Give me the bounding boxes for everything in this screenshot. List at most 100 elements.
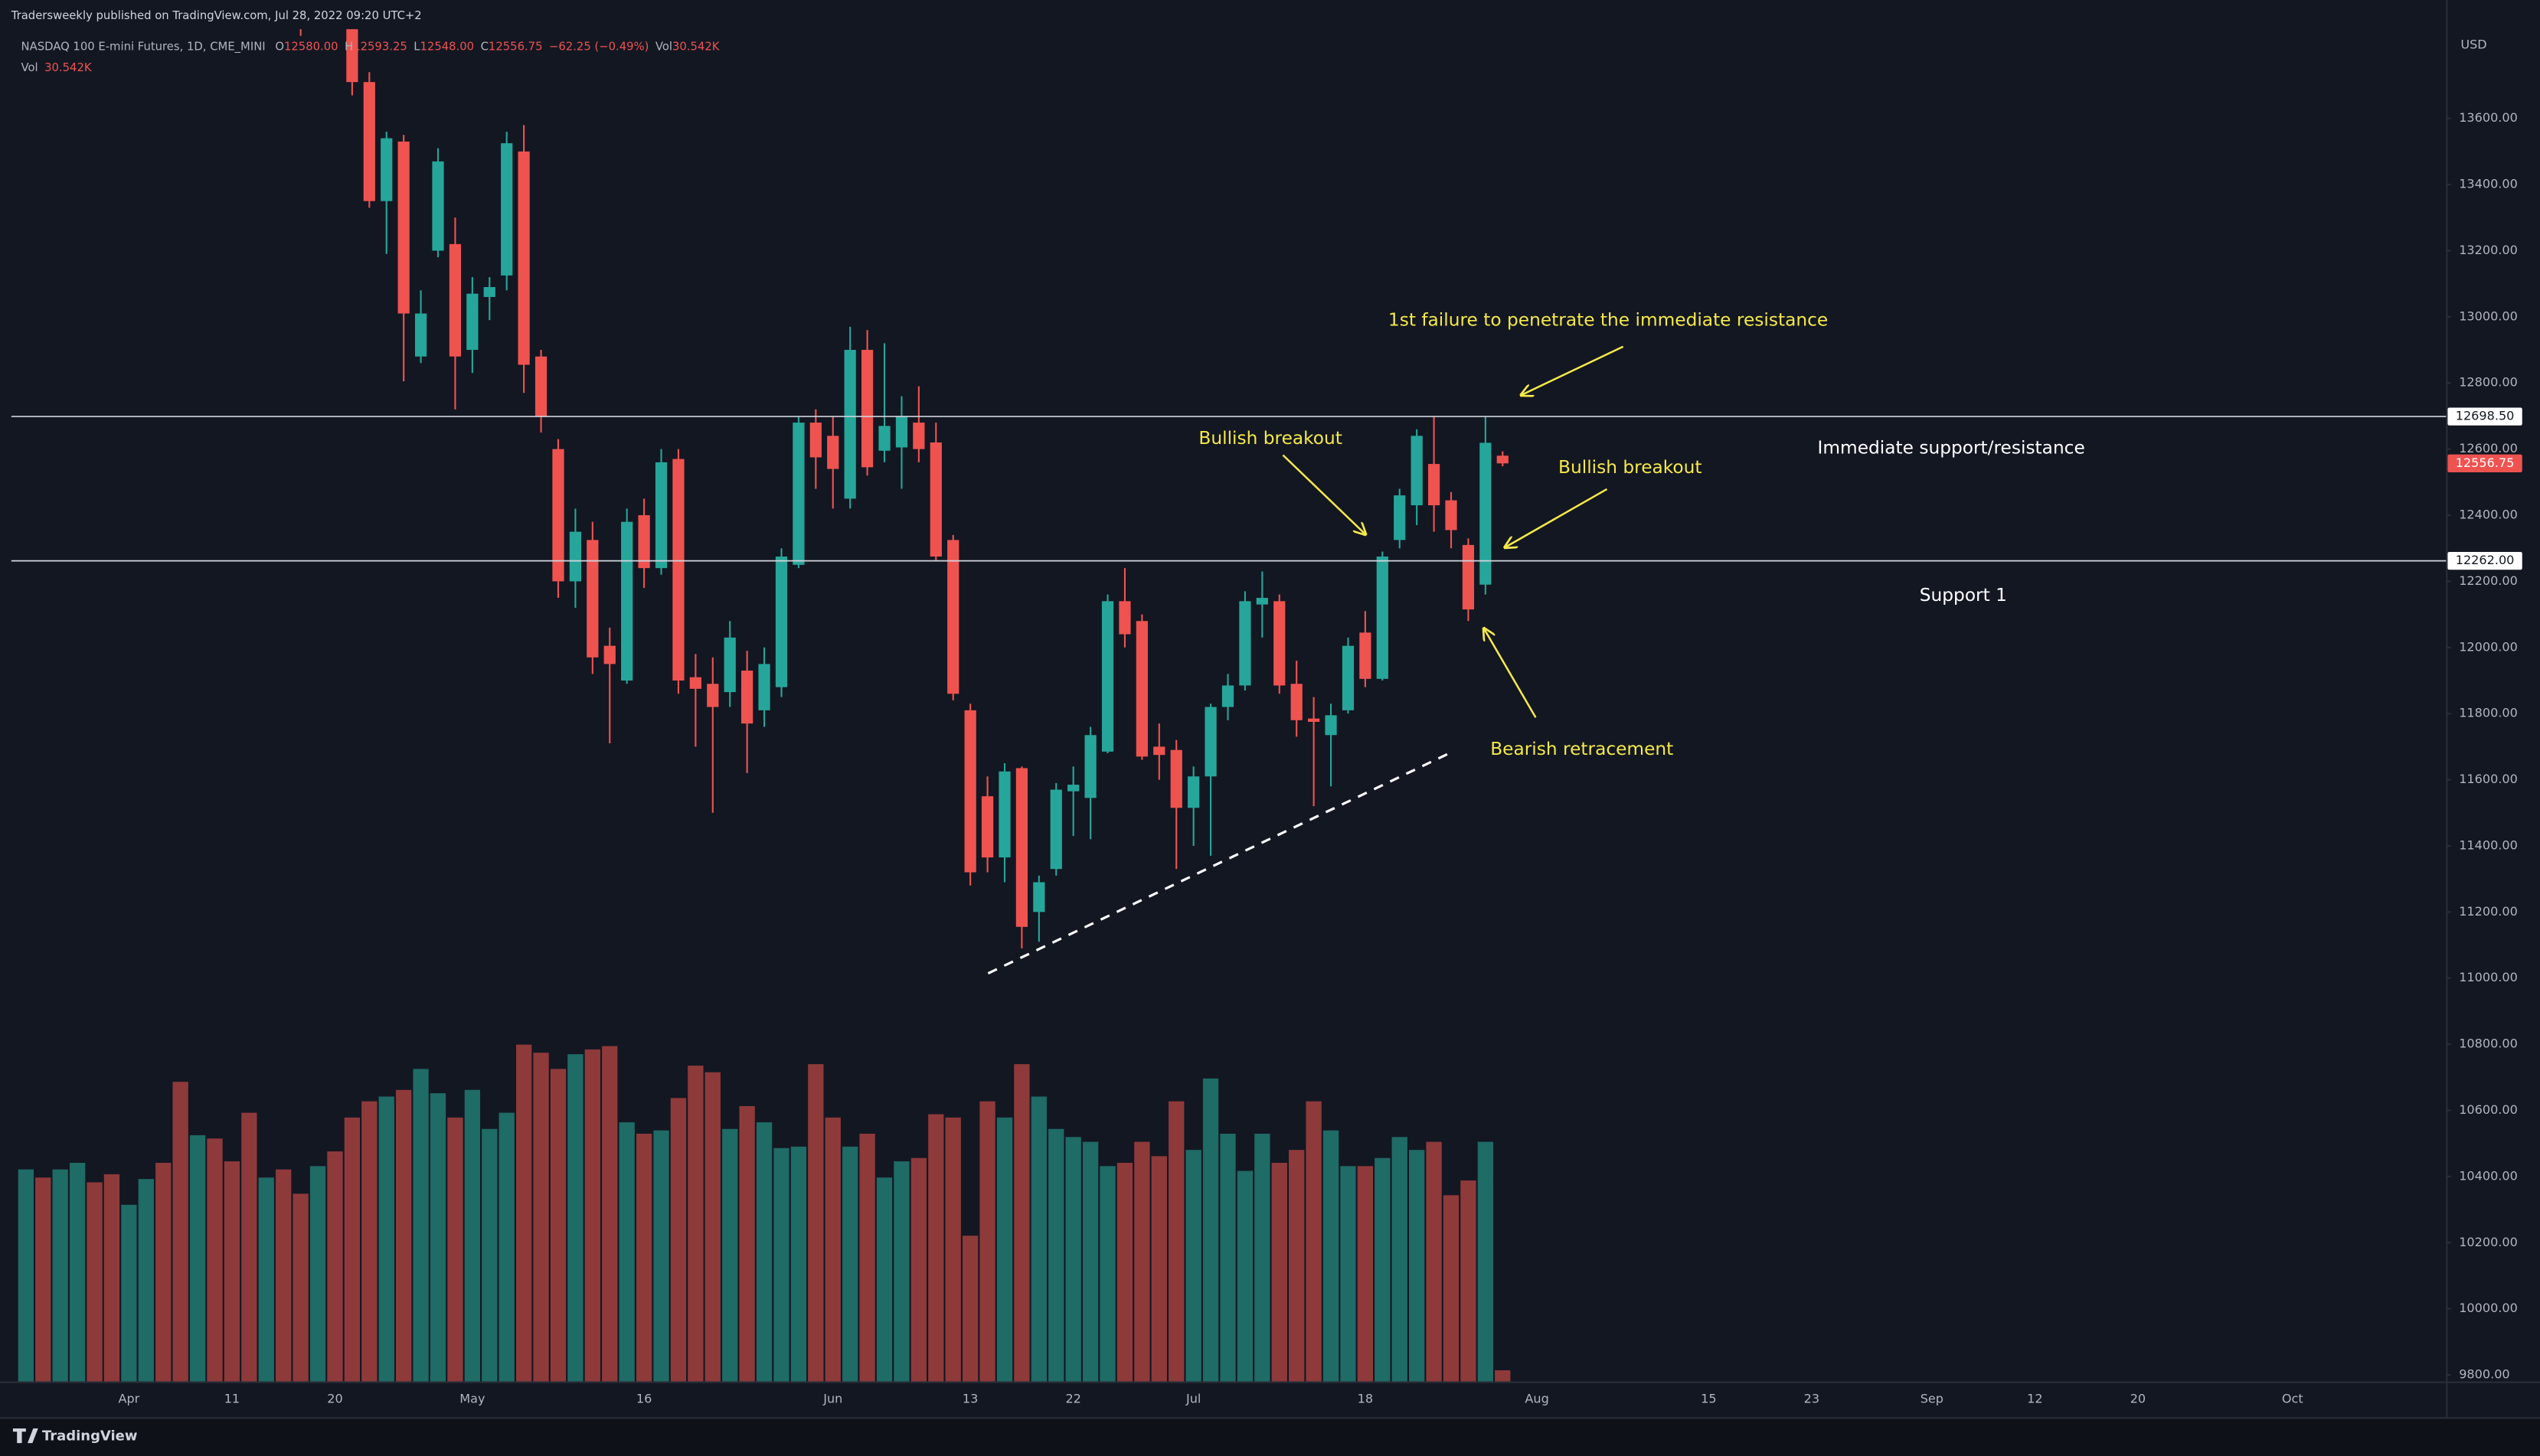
volume-bar <box>1202 1078 1219 1382</box>
y-tick-label: 10400.00 <box>2459 1168 2518 1183</box>
volume-bar <box>688 1066 704 1382</box>
volume-bar <box>962 1236 979 1382</box>
volume-bar <box>1271 1162 1287 1382</box>
arrow <box>1282 454 1365 535</box>
volume-bar <box>241 1112 257 1382</box>
price-label: 12262.00 <box>2456 553 2515 567</box>
x-tick-label: 20 <box>327 1391 342 1405</box>
volume-layer <box>18 1044 1511 1382</box>
legend-value: 12556.75 <box>489 40 543 53</box>
y-tick-label: 12000.00 <box>2459 639 2518 654</box>
y-tick-label: 11200.00 <box>2459 904 2518 919</box>
candle-body <box>878 426 891 451</box>
price-label-box <box>2447 407 2522 426</box>
volume-legend: Vol 30.542K <box>21 61 93 74</box>
x-tick-label: Sep <box>1921 1391 1943 1405</box>
candle-body <box>1101 601 1114 752</box>
legend-key: C <box>481 40 489 53</box>
symbol-legend: NASDAQ 100 E-mini Futures, 1D, CME_MINI O… <box>21 40 721 53</box>
x-tick-label: Jul <box>1185 1391 1201 1405</box>
candle-body <box>638 515 650 569</box>
legend-key: O <box>275 40 284 53</box>
y-tick-label: 13600.00 <box>2459 110 2518 125</box>
candle-body <box>1256 598 1268 605</box>
candle-body <box>844 350 856 499</box>
volume-bar <box>499 1112 515 1382</box>
candle-body <box>587 540 599 658</box>
legend-change: −62.25 (−0.49%) <box>549 40 649 53</box>
volume-bar <box>515 1044 532 1382</box>
candle-body <box>1394 495 1406 540</box>
y-tick-label: 11000.00 <box>2459 970 2518 984</box>
y-tick-label: 13200.00 <box>2459 243 2518 257</box>
candle-body <box>1188 776 1200 808</box>
candle-body <box>999 771 1011 858</box>
x-tick-label: Oct <box>2282 1391 2303 1405</box>
trendline <box>987 750 1454 974</box>
legend-key: H <box>345 40 353 53</box>
annotation: 1st failure to penetrate the immediate r… <box>1388 309 1828 330</box>
candle-body <box>964 710 976 873</box>
y-tick-label: 10600.00 <box>2459 1102 2518 1117</box>
x-tick-label: 16 <box>636 1391 652 1405</box>
volume-bar <box>189 1134 206 1382</box>
volume-bar <box>1409 1150 1425 1382</box>
candle-body <box>672 459 685 681</box>
volume-bar <box>447 1117 463 1382</box>
annotation: Bullish breakout <box>1198 428 1342 449</box>
volume-bar <box>533 1053 549 1382</box>
legend-value: 12580.00 <box>284 40 338 53</box>
legend-key: Vol <box>655 40 672 53</box>
volume-bar <box>361 1101 378 1382</box>
y-tick-label: 12600.00 <box>2459 441 2518 455</box>
volume-bar <box>1306 1101 1322 1382</box>
candle-body <box>1325 715 1337 736</box>
candle-body <box>1479 442 1492 585</box>
volume-bar <box>928 1114 944 1382</box>
candle-body <box>930 442 942 557</box>
x-tick-label: 15 <box>1701 1391 1716 1405</box>
candle-body <box>913 423 925 449</box>
y-tick-label: 9800.00 <box>2459 1367 2509 1382</box>
volume-bar <box>224 1161 240 1382</box>
volume-bar <box>945 1117 961 1382</box>
candle-body <box>689 677 701 689</box>
volume-bar <box>1065 1137 1081 1382</box>
volume-bar <box>464 1089 481 1382</box>
brand: TradingView <box>42 1428 137 1445</box>
volume-bar <box>207 1138 223 1382</box>
candle-body <box>466 293 479 351</box>
currency: USD <box>2460 38 2486 52</box>
candle-body <box>655 462 668 569</box>
volume-bar <box>670 1098 687 1382</box>
annotation: Bullish breakout <box>1558 457 1702 478</box>
volume-bar <box>636 1134 652 1382</box>
candle-body <box>1205 707 1217 777</box>
volume-bar <box>69 1162 86 1382</box>
volume-bar <box>18 1169 34 1382</box>
volume-bar <box>1151 1156 1167 1382</box>
arrow <box>1484 628 1537 718</box>
y-tick-label: 11600.00 <box>2459 772 2518 786</box>
volume-bar <box>121 1204 137 1382</box>
legend-value: 30.542K <box>672 40 721 53</box>
volume-bar <box>756 1122 773 1382</box>
axis-layer: 9800.00 10000.00 10200.00 10400.00 10600.00 1… <box>118 110 2517 1405</box>
volume-bar <box>87 1182 103 1382</box>
volume-bar <box>979 1101 995 1382</box>
candle-body <box>501 143 513 276</box>
volume-bar <box>808 1064 824 1382</box>
arrow <box>1505 488 1608 547</box>
volume-bar <box>790 1146 807 1382</box>
y-tick-label: 10000.00 <box>2459 1301 2518 1315</box>
candle-body <box>1170 749 1182 808</box>
price-label-box <box>2447 551 2522 570</box>
last-price-label: 12556.75 <box>2456 455 2515 470</box>
x-tick-label: Jun <box>822 1391 842 1405</box>
candle-body <box>432 161 444 251</box>
candle-body <box>1084 735 1097 798</box>
candle-body <box>707 684 719 707</box>
volume-bar <box>1495 1369 1511 1382</box>
y-tick-label: 13000.00 <box>2459 309 2518 323</box>
